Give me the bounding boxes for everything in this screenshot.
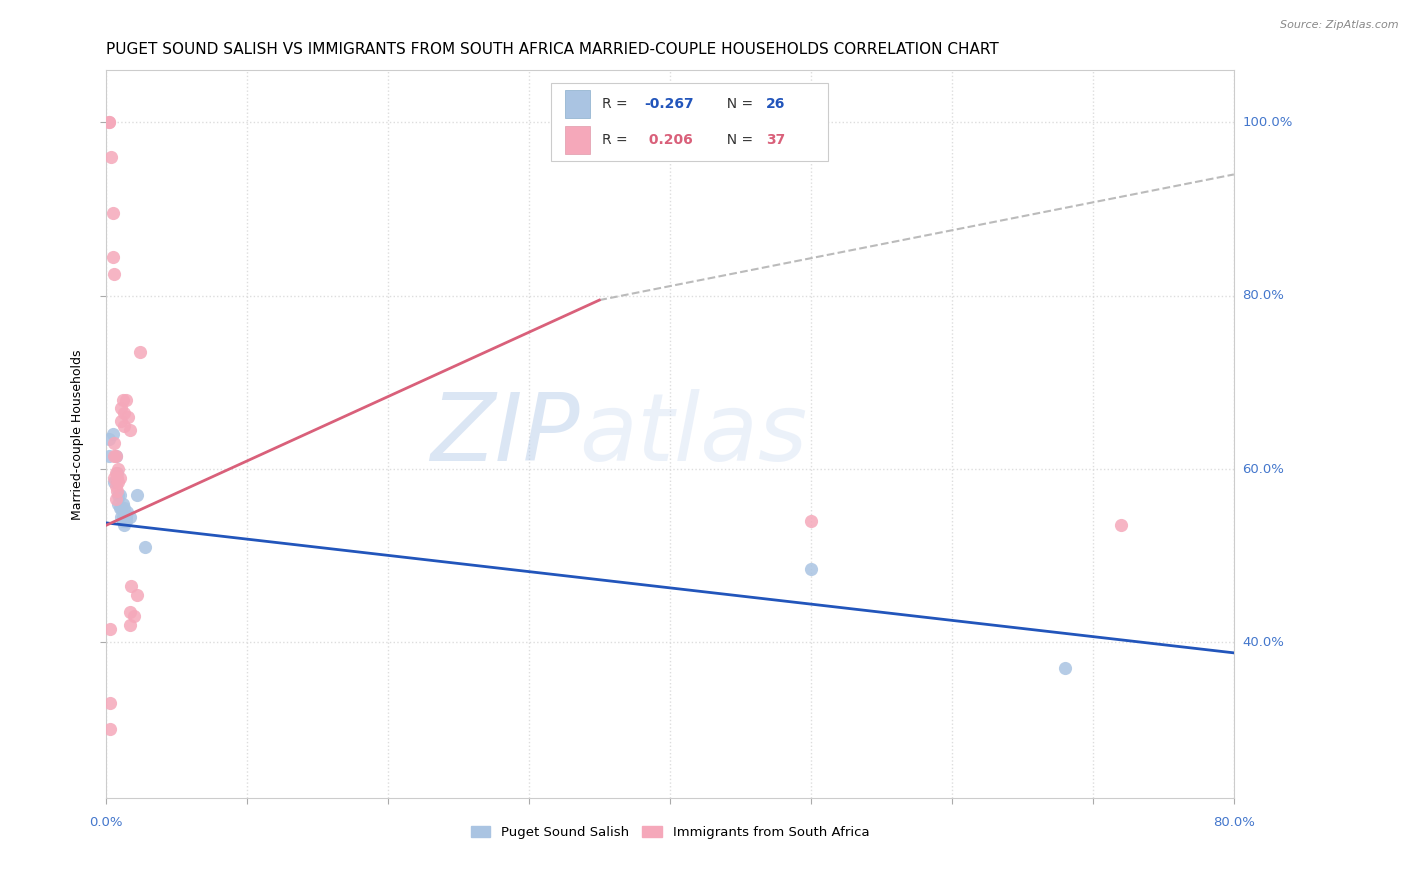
Text: Source: ZipAtlas.com: Source: ZipAtlas.com [1281, 20, 1399, 29]
Text: 100.0%: 100.0% [1243, 116, 1292, 129]
Point [107, 497, 129, 511]
Point [101, 427, 124, 442]
Point [104, 467, 127, 481]
Point [98, 722, 121, 736]
Point [1109, 518, 1132, 533]
Point [134, 540, 156, 554]
Point [111, 497, 134, 511]
Point [800, 562, 823, 576]
Point [118, 509, 141, 524]
Point [97, 115, 120, 129]
Point [97, 432, 120, 446]
Text: ZIP: ZIP [430, 389, 579, 480]
Point [100, 150, 122, 164]
Point [108, 501, 131, 516]
Text: 0.206: 0.206 [644, 133, 693, 146]
Point [104, 479, 127, 493]
Point [111, 509, 134, 524]
Bar [565, 90, 589, 118]
Point [103, 267, 125, 281]
Point [104, 449, 127, 463]
Point [110, 509, 132, 524]
Point [98, 623, 121, 637]
Text: atlas: atlas [579, 389, 808, 480]
Point [108, 471, 131, 485]
Point [104, 492, 127, 507]
Text: 60.0%: 60.0% [1243, 463, 1284, 475]
Point [108, 488, 131, 502]
Point [111, 392, 134, 407]
Point [103, 449, 125, 463]
Point [104, 449, 127, 463]
Text: 80.0%: 80.0% [1243, 289, 1284, 302]
Point [125, 488, 148, 502]
Text: R =: R = [602, 133, 633, 146]
Legend: Puget Sound Salish, Immigrants from South Africa: Puget Sound Salish, Immigrants from Sout… [465, 821, 875, 845]
Point [122, 609, 145, 624]
Point [103, 471, 125, 485]
Y-axis label: Married-couple Households: Married-couple Households [72, 349, 84, 520]
Text: 37: 37 [766, 133, 785, 146]
Point [103, 475, 125, 489]
Point [115, 505, 138, 519]
Text: 0.0%: 0.0% [89, 816, 122, 830]
Point [112, 501, 135, 516]
Point [1053, 661, 1076, 675]
Point [128, 345, 150, 359]
Point [105, 483, 128, 498]
Point [112, 406, 135, 420]
Text: N =: N = [718, 133, 758, 146]
Point [110, 501, 132, 516]
Point [117, 410, 139, 425]
Bar [565, 127, 589, 154]
Point [105, 471, 128, 485]
Point [103, 436, 125, 450]
Point [800, 514, 823, 528]
Point [110, 414, 132, 428]
Text: -0.267: -0.267 [644, 97, 693, 111]
Point [112, 514, 135, 528]
Point [105, 467, 128, 481]
Point [118, 423, 141, 437]
Text: 26: 26 [766, 97, 785, 111]
Point [111, 514, 134, 528]
FancyBboxPatch shape [551, 83, 828, 161]
Point [112, 418, 135, 433]
Point [101, 250, 124, 264]
Point [120, 579, 142, 593]
Point [114, 514, 136, 528]
Point [98, 696, 121, 710]
Point [118, 605, 141, 619]
Text: 80.0%: 80.0% [1213, 816, 1254, 830]
Point [114, 509, 136, 524]
Point [112, 518, 135, 533]
Text: R =: R = [602, 97, 633, 111]
Text: 40.0%: 40.0% [1243, 636, 1284, 649]
Text: N =: N = [718, 97, 758, 111]
Point [107, 488, 129, 502]
Text: PUGET SOUND SALISH VS IMMIGRANTS FROM SOUTH AFRICA MARRIED-COUPLE HOUSEHOLDS COR: PUGET SOUND SALISH VS IMMIGRANTS FROM SO… [105, 42, 998, 57]
Point [118, 618, 141, 632]
Point [101, 206, 124, 220]
Point [107, 475, 129, 489]
Point [97, 449, 120, 463]
Point [110, 401, 132, 416]
Point [107, 462, 129, 476]
Point [114, 392, 136, 407]
Point [97, 115, 120, 129]
Point [125, 588, 148, 602]
